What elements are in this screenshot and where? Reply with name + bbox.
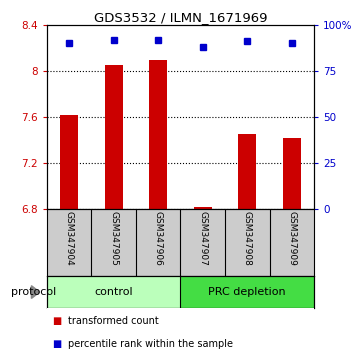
Bar: [105, 65, 123, 209]
Text: control: control: [95, 287, 133, 297]
Text: percentile rank within the sample: percentile rank within the sample: [68, 339, 233, 349]
Bar: [283, 137, 301, 209]
Text: GSM347905: GSM347905: [109, 211, 118, 266]
Text: protocol: protocol: [11, 287, 56, 297]
Bar: [47, 276, 180, 308]
Text: transformed count: transformed count: [68, 316, 159, 326]
Text: ■: ■: [52, 316, 61, 326]
Polygon shape: [31, 286, 40, 298]
Bar: [60, 114, 78, 209]
Title: GDS3532 / ILMN_1671969: GDS3532 / ILMN_1671969: [94, 11, 267, 24]
Bar: [194, 206, 212, 209]
Bar: [149, 61, 167, 209]
Text: GSM347906: GSM347906: [154, 211, 163, 266]
Text: GSM347908: GSM347908: [243, 211, 252, 266]
Text: GSM347904: GSM347904: [65, 211, 74, 266]
Bar: [238, 134, 256, 209]
Bar: [180, 276, 314, 308]
Text: ■: ■: [52, 339, 61, 349]
Text: PRC depletion: PRC depletion: [208, 287, 286, 297]
Text: GSM347909: GSM347909: [287, 211, 296, 266]
Text: GSM347907: GSM347907: [198, 211, 207, 266]
